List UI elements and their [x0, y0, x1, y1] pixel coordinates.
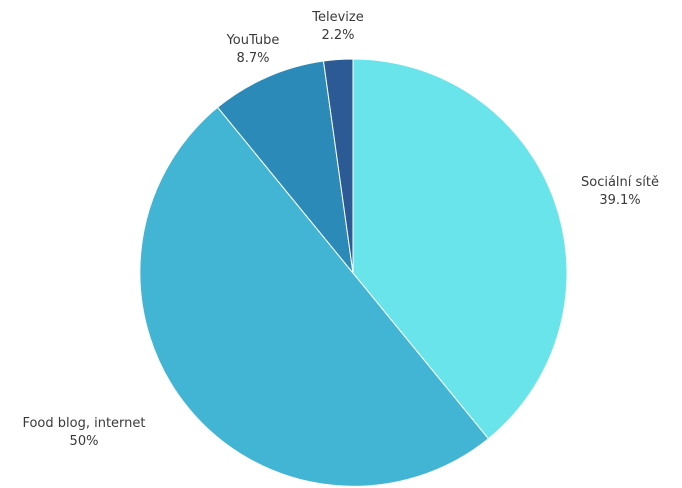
slice-label-value-0: 39.1%	[599, 193, 640, 208]
pie-slice-0[interactable]	[352, 58, 568, 440]
slice-label-value-3: 2.2%	[321, 28, 354, 43]
slice-label-name-3: Televize	[311, 10, 363, 25]
pie-labels: Sociální sítě 39.1% Food blog, internet 50%…	[22, 10, 659, 449]
pie-slice-2[interactable]	[216, 60, 354, 275]
pie-slices	[139, 58, 568, 487]
slice-label-name-2: YouTube	[226, 33, 280, 48]
slice-label-value-2: 8.7%	[236, 51, 269, 66]
slice-label-name-1: Food blog, internet	[22, 416, 145, 431]
slice-label-value-1: 50%	[70, 434, 99, 449]
slice-label-name-0: Sociální sítě	[581, 175, 659, 190]
pie-slice-3[interactable]	[322, 58, 354, 274]
pie-slice-1[interactable]	[139, 106, 490, 487]
